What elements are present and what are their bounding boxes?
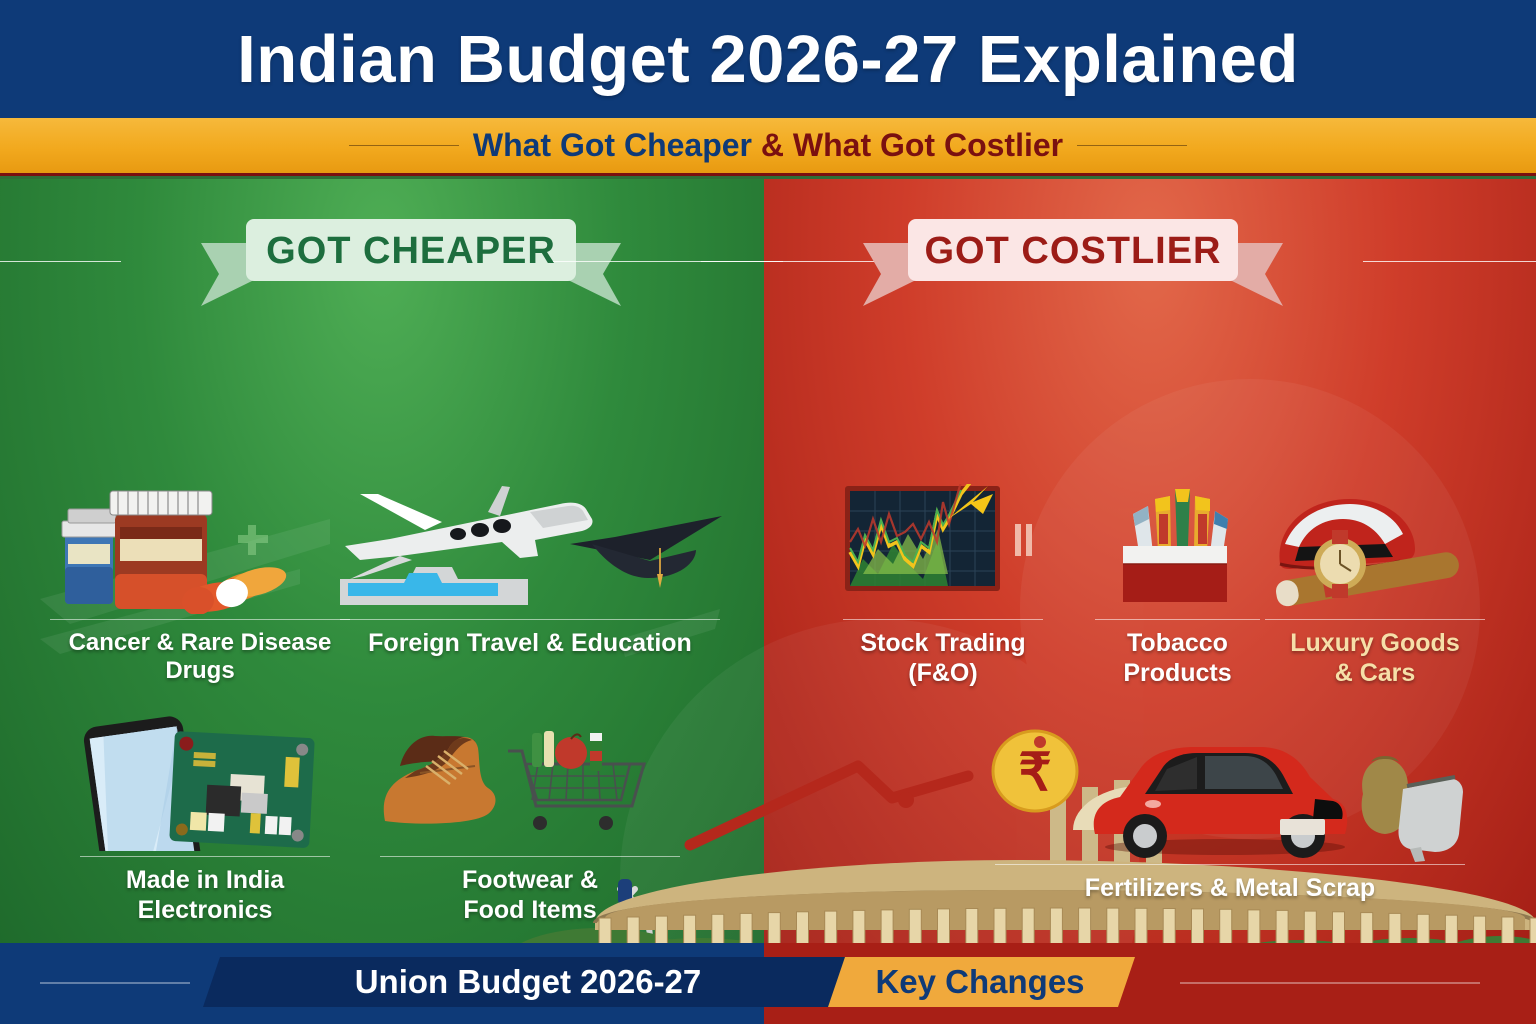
- svg-text:GOT CHEAPER: GOT CHEAPER: [266, 230, 556, 272]
- svg-text:Union Budget 2026-27: Union Budget 2026-27: [355, 963, 702, 1000]
- svg-text:GOT COSTLIER: GOT COSTLIER: [925, 230, 1222, 272]
- svg-text:₹: ₹: [1018, 744, 1051, 802]
- svg-text:Key Changes: Key Changes: [875, 963, 1084, 1000]
